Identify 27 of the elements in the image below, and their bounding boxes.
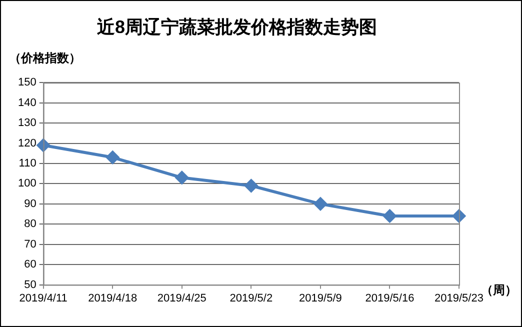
x-tick-label: 2019/5/23 — [434, 292, 484, 304]
y-tick-label: 80 — [24, 218, 36, 230]
x-tick-label: 2019/4/11 — [19, 292, 68, 304]
point — [383, 210, 396, 223]
point — [452, 210, 466, 223]
point — [175, 171, 188, 184]
y-tick-label: 60 — [24, 258, 36, 271]
chart-title: 近8周辽宁蔬菜批发价格指数走势图 — [96, 16, 378, 37]
y-tick-label: 140 — [18, 96, 36, 109]
y-tick-label: 110 — [18, 158, 36, 170]
point — [314, 197, 327, 210]
x-tick-label: 2019/5/9 — [299, 292, 342, 304]
x-tick-label: 2019/5/2 — [230, 292, 273, 304]
y-tick-label: 90 — [24, 198, 36, 210]
x-tick-label: 2019/4/25 — [157, 292, 206, 304]
y-tick-label: 50 — [24, 278, 36, 291]
x-tick-label: 2019/4/18 — [88, 292, 138, 304]
y-tick-label: 100 — [18, 178, 36, 190]
y-tick-label: 70 — [24, 238, 36, 250]
point — [244, 179, 258, 192]
y-axis-title: （价格指数） — [9, 50, 81, 65]
point — [36, 138, 50, 152]
y-tick-label: 130 — [18, 117, 36, 130]
point — [106, 150, 120, 164]
x-tick-label: 2019/5/16 — [365, 292, 414, 304]
y-tick-label: 120 — [18, 137, 36, 150]
y-tick-label: 150 — [18, 76, 36, 89]
